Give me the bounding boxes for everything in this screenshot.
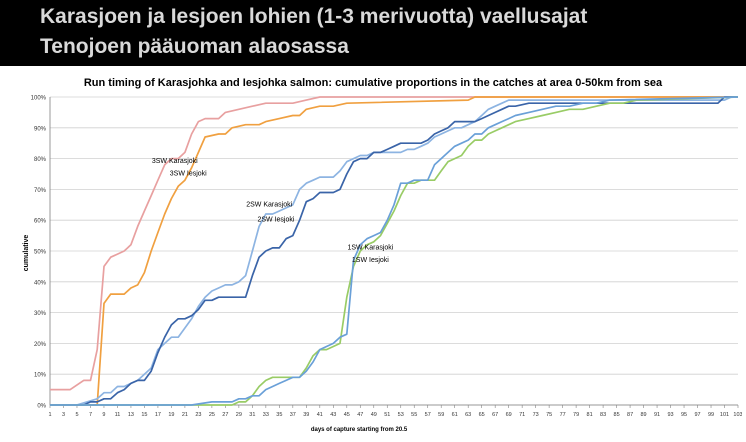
series-annotation: 1SW Karasjoki xyxy=(347,244,393,251)
series-line xyxy=(50,96,738,406)
x-tick-label: 99 xyxy=(708,412,714,418)
x-tick-label: 69 xyxy=(506,412,512,418)
x-axis-title: days of capture starting from 20.5 xyxy=(311,427,408,433)
x-tick-label: 53 xyxy=(398,412,404,418)
series-annotation: 2SW Iesjoki xyxy=(257,217,294,224)
x-tick-label: 95 xyxy=(681,412,687,418)
y-tick-label: 30% xyxy=(34,311,47,317)
x-tick-label: 71 xyxy=(519,412,525,418)
series-line xyxy=(50,96,738,406)
y-tick-label: 50% xyxy=(34,250,47,256)
series-line xyxy=(50,96,738,406)
slide-header: Karasjoen ja Iesjoen lohien (1-3 merivuo… xyxy=(0,0,746,66)
x-tick-label: 51 xyxy=(384,412,390,418)
x-tick-label: 3 xyxy=(62,412,65,418)
chart-title: Run timing of Karasjohka and Iesjohka sa… xyxy=(84,77,663,89)
x-tick-label: 93 xyxy=(667,412,673,418)
x-tick-label: 31 xyxy=(249,412,255,418)
x-tick-label: 1 xyxy=(48,412,51,418)
x-tick-label: 79 xyxy=(573,412,579,418)
x-tick-label: 19 xyxy=(168,412,174,418)
x-tick-label: 11 xyxy=(115,412,121,418)
x-tick-label: 27 xyxy=(222,412,228,418)
y-tick-label: 90% xyxy=(34,126,47,132)
y-tick-label: 10% xyxy=(34,373,47,379)
x-tick-label: 91 xyxy=(654,412,660,418)
x-tick-label: 77 xyxy=(560,412,566,418)
series-annotation: 3SW Iesjoki xyxy=(170,171,207,178)
x-tick-label: 7 xyxy=(89,412,92,418)
x-tick-label: 55 xyxy=(411,412,417,418)
x-tick-label: 25 xyxy=(209,412,215,418)
y-axis-title: cumulative xyxy=(23,235,30,272)
series-line xyxy=(50,96,739,406)
slide-title-line-2: Tenojoen pääuoman alaosassa xyxy=(40,35,349,58)
x-tick-label: 75 xyxy=(546,412,552,418)
series-annotation: 2SW Karasjoki xyxy=(246,201,292,208)
y-tick-label: 80% xyxy=(34,157,47,163)
x-tick-label: 9 xyxy=(102,412,105,418)
x-tick-label: 67 xyxy=(492,412,498,418)
x-tick-label: 47 xyxy=(357,412,363,418)
x-tick-label: 45 xyxy=(344,412,350,418)
x-tick-label: 17 xyxy=(155,412,161,418)
x-tick-label: 33 xyxy=(263,412,269,418)
x-tick-label: 97 xyxy=(694,412,700,418)
x-tick-label: 23 xyxy=(195,412,201,418)
series-line xyxy=(50,96,739,406)
x-tick-label: 83 xyxy=(600,412,606,418)
series-line xyxy=(50,96,738,391)
x-tick-label: 49 xyxy=(371,412,377,418)
x-tick-label: 15 xyxy=(141,412,147,418)
x-tick-label: 37 xyxy=(290,412,296,418)
x-tick-label: 41 xyxy=(317,412,323,418)
slide-title-line-1: Karasjoen ja Iesjoen lohien (1-3 merivuo… xyxy=(40,5,588,28)
x-tick-label: 103 xyxy=(733,412,742,418)
x-tick-label: 21 xyxy=(182,412,188,418)
x-tick-label: 43 xyxy=(330,412,336,418)
y-tick-label: 70% xyxy=(34,188,47,194)
x-tick-label: 65 xyxy=(479,412,485,418)
chart-area: Run timing of Karasjohka and Iesjohka sa… xyxy=(4,66,743,437)
x-tick-label: 81 xyxy=(587,412,593,418)
x-tick-label: 57 xyxy=(425,412,431,418)
series-annotation: 3SW Karasjoki xyxy=(152,158,198,165)
x-tick-label: 13 xyxy=(128,412,134,418)
x-tick-label: 85 xyxy=(614,412,620,418)
y-tick-label: 0% xyxy=(37,404,46,410)
x-tick-label: 39 xyxy=(303,412,309,418)
x-tick-label: 5 xyxy=(75,412,78,418)
x-tick-label: 73 xyxy=(533,412,539,418)
x-tick-label: 29 xyxy=(236,412,242,418)
cumulative-run-timing-chart: Run timing of Karasjohka and Iesjohka sa… xyxy=(23,77,743,433)
y-tick-label: 40% xyxy=(34,280,47,286)
x-tick-label: 89 xyxy=(641,412,647,418)
x-tick-label: 63 xyxy=(465,412,471,418)
x-tick-label: 61 xyxy=(452,412,458,418)
x-tick-label: 87 xyxy=(627,412,633,418)
y-tick-label: 100% xyxy=(31,96,47,102)
y-tick-label: 60% xyxy=(34,219,47,225)
series-annotation: 1SW Iesjoki xyxy=(352,257,389,264)
x-tick-label: 35 xyxy=(276,412,282,418)
x-tick-label: 101 xyxy=(720,412,729,418)
y-tick-label: 20% xyxy=(34,342,47,348)
x-tick-label: 59 xyxy=(438,412,444,418)
